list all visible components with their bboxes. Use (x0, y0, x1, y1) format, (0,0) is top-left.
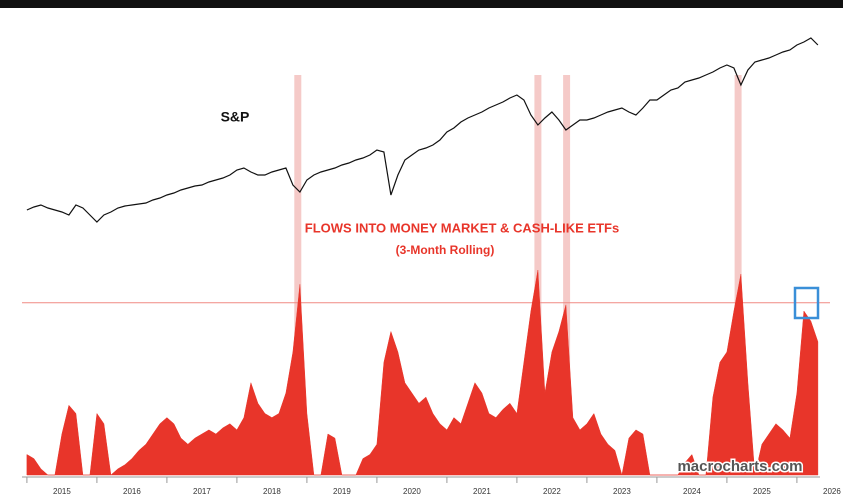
sp-line (26, 37, 819, 223)
highlight-band (734, 75, 742, 475)
x-tick-label: 2023 (613, 487, 631, 496)
x-tick-label: 2015 (53, 487, 71, 496)
highlight-band (294, 75, 302, 475)
x-tick-label: 2020 (403, 487, 421, 496)
highlight-band (563, 75, 571, 475)
x-tick-label: 2021 (473, 487, 491, 496)
x-tick-label: 2024 (683, 487, 701, 496)
x-tick-label: 2025 (753, 487, 771, 496)
sp-label: S&P (221, 109, 250, 125)
x-tick-label: 2022 (543, 487, 561, 496)
x-tick-label: 2016 (123, 487, 141, 496)
flows-subtitle: (3-Month Rolling) (396, 243, 495, 257)
x-tick-label: 2026 (823, 487, 841, 496)
x-tick-label: 2019 (333, 487, 351, 496)
highlight-box (793, 286, 820, 320)
top-bar (0, 0, 843, 8)
x-tick-label: 2017 (193, 487, 211, 496)
source: macrocharts.com (677, 458, 802, 475)
flows-area (26, 269, 819, 476)
plot-layer: 2015 2016 2017 2018 2019 2020 2021 2022 2023 2024… (22, 37, 841, 496)
x-tick-label: 2018 (263, 487, 281, 496)
flows-title: FLOWS INTO MONEY MARKET & CASH-LIKE ETFs (305, 220, 619, 235)
